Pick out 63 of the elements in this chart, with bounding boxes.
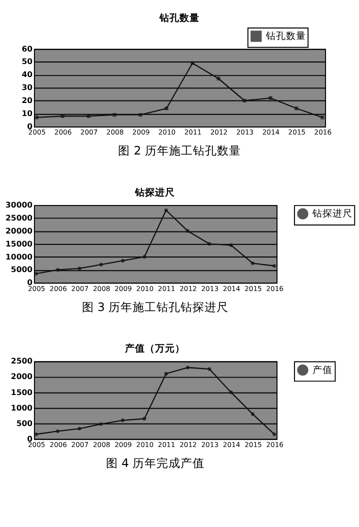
y-tick-label: 2000 xyxy=(10,372,34,382)
point xyxy=(164,372,168,376)
point xyxy=(142,416,146,421)
point xyxy=(229,243,233,247)
point xyxy=(120,258,125,263)
point xyxy=(138,113,142,117)
y-tick-label: 20000 xyxy=(6,226,34,236)
chart-title: 产值（万元） xyxy=(124,342,186,355)
point xyxy=(164,106,168,110)
point xyxy=(294,106,298,110)
y-tick-label: 0 xyxy=(27,278,34,288)
y-tick-label: 10000 xyxy=(6,252,34,262)
point xyxy=(190,61,194,65)
y-tick-label: 15000 xyxy=(6,239,34,248)
point xyxy=(320,116,324,120)
point xyxy=(78,266,82,270)
point xyxy=(208,367,212,371)
point xyxy=(250,261,255,266)
y-tick-label: 25000 xyxy=(6,213,34,222)
point xyxy=(112,113,116,117)
point xyxy=(216,76,220,80)
y-tick-label: 60 xyxy=(22,44,34,54)
caption: 图 2 历年施工钻孔数量 xyxy=(118,144,241,158)
point xyxy=(120,418,125,422)
y-tick-label: 30 xyxy=(22,83,34,92)
legend-label: 钻孔数量 xyxy=(264,31,306,42)
caption: 图 4 历年完成产值 xyxy=(106,456,205,470)
y-tick-label: 2500 xyxy=(10,356,34,366)
y-tick-label: 1000 xyxy=(10,403,34,412)
caption: 图 3 历年施工钻孔钻探进尺 xyxy=(82,300,229,314)
point xyxy=(56,268,60,272)
y-tick-label: 40 xyxy=(22,70,34,80)
legend-label: 产值 xyxy=(312,364,332,376)
y-tick-label: 500 xyxy=(16,418,34,428)
point xyxy=(186,229,190,233)
point xyxy=(272,432,276,436)
point xyxy=(250,412,255,416)
y-tick-label: 10 xyxy=(22,108,34,118)
point xyxy=(208,242,212,246)
y-tick-label: 20 xyxy=(22,96,34,106)
point xyxy=(272,264,276,268)
point xyxy=(56,429,60,433)
point xyxy=(99,422,103,426)
point xyxy=(78,426,82,430)
y-tick-label: 5000 xyxy=(10,265,34,274)
y-tick-label: 30000 xyxy=(6,200,34,210)
point xyxy=(268,96,272,100)
y-tick-label: 50 xyxy=(22,57,34,66)
y-tick-label: 0 xyxy=(27,122,34,131)
point xyxy=(99,262,103,266)
legend-label: 钻探进尺 xyxy=(311,208,352,220)
chart-title: 钻探进尺 xyxy=(134,186,176,198)
point xyxy=(164,208,168,212)
chart-title: 钻孔数量 xyxy=(158,12,200,24)
point xyxy=(142,255,146,259)
point xyxy=(229,390,233,394)
point xyxy=(186,366,190,370)
y-tick-label: 1500 xyxy=(10,388,34,397)
point xyxy=(34,116,38,120)
point xyxy=(242,98,246,102)
point xyxy=(60,114,64,118)
y-tick-label: 0 xyxy=(27,434,34,444)
point xyxy=(86,114,90,118)
